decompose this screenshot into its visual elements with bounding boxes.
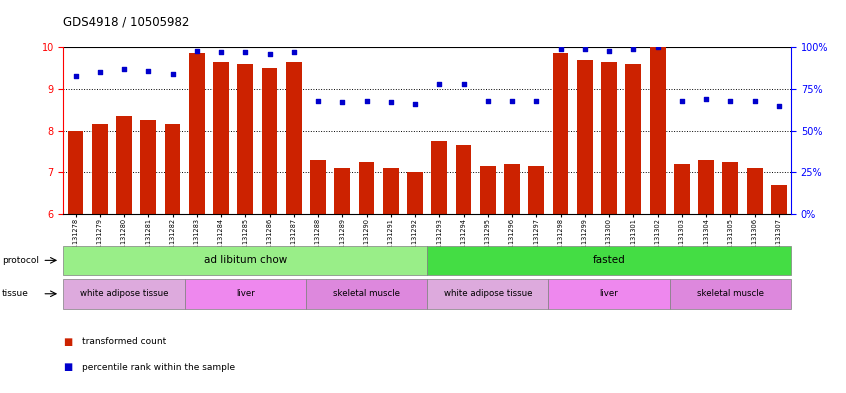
Point [530, 97, 543, 104]
Point [651, 44, 664, 50]
Point [141, 67, 155, 73]
Point [263, 51, 277, 57]
Point [409, 101, 422, 107]
Point [166, 71, 179, 77]
Bar [747, 168, 762, 214]
Point [554, 46, 568, 52]
Bar [383, 168, 398, 214]
Text: ■: ■ [63, 337, 73, 347]
Text: skeletal muscle: skeletal muscle [333, 289, 400, 298]
Bar [286, 62, 302, 214]
Bar [698, 160, 714, 214]
Bar [116, 116, 132, 214]
Bar [238, 64, 253, 214]
Point [700, 96, 713, 102]
Point [118, 66, 131, 72]
Text: liver: liver [600, 289, 618, 298]
Point [214, 49, 228, 55]
Point [190, 47, 204, 53]
Point [384, 99, 398, 105]
Text: ■: ■ [63, 362, 73, 373]
Bar [140, 120, 157, 214]
Bar [674, 164, 689, 214]
Point [602, 47, 616, 53]
Text: protocol: protocol [2, 256, 39, 265]
Bar [577, 60, 593, 214]
Point [360, 97, 373, 104]
Point [311, 97, 325, 104]
Bar [431, 141, 448, 214]
Text: ad libitum chow: ad libitum chow [204, 255, 287, 265]
Bar [552, 53, 569, 214]
Point [457, 81, 470, 87]
Bar [310, 160, 326, 214]
Bar [92, 125, 107, 214]
Point [772, 103, 786, 109]
Text: GDS4918 / 10505982: GDS4918 / 10505982 [63, 16, 190, 29]
Point [69, 72, 82, 79]
Text: tissue: tissue [2, 289, 29, 298]
Text: skeletal muscle: skeletal muscle [697, 289, 764, 298]
Point [432, 81, 446, 87]
Bar [407, 173, 423, 214]
Bar [722, 162, 739, 214]
Point [723, 97, 737, 104]
Bar [529, 166, 544, 214]
Bar [771, 185, 787, 214]
Point [239, 49, 252, 55]
Bar [213, 62, 229, 214]
Point [627, 46, 640, 52]
Point [481, 97, 495, 104]
Bar [261, 68, 277, 214]
Point [675, 97, 689, 104]
Bar [456, 145, 471, 214]
Text: transformed count: transformed count [82, 338, 167, 346]
Text: white adipose tissue: white adipose tissue [443, 289, 532, 298]
Bar [189, 53, 205, 214]
Point [505, 97, 519, 104]
Text: white adipose tissue: white adipose tissue [80, 289, 168, 298]
Text: fasted: fasted [593, 255, 625, 265]
Point [578, 46, 591, 52]
Bar [68, 130, 84, 214]
Point [336, 99, 349, 105]
Point [93, 69, 107, 75]
Bar [602, 62, 617, 214]
Bar [334, 168, 350, 214]
Point [748, 97, 761, 104]
Bar [359, 162, 375, 214]
Point [287, 49, 300, 55]
Text: liver: liver [236, 289, 255, 298]
Bar [165, 125, 180, 214]
Bar [650, 47, 666, 214]
Text: percentile rank within the sample: percentile rank within the sample [82, 363, 235, 372]
Bar [480, 166, 496, 214]
Bar [504, 164, 520, 214]
Bar [625, 64, 641, 214]
